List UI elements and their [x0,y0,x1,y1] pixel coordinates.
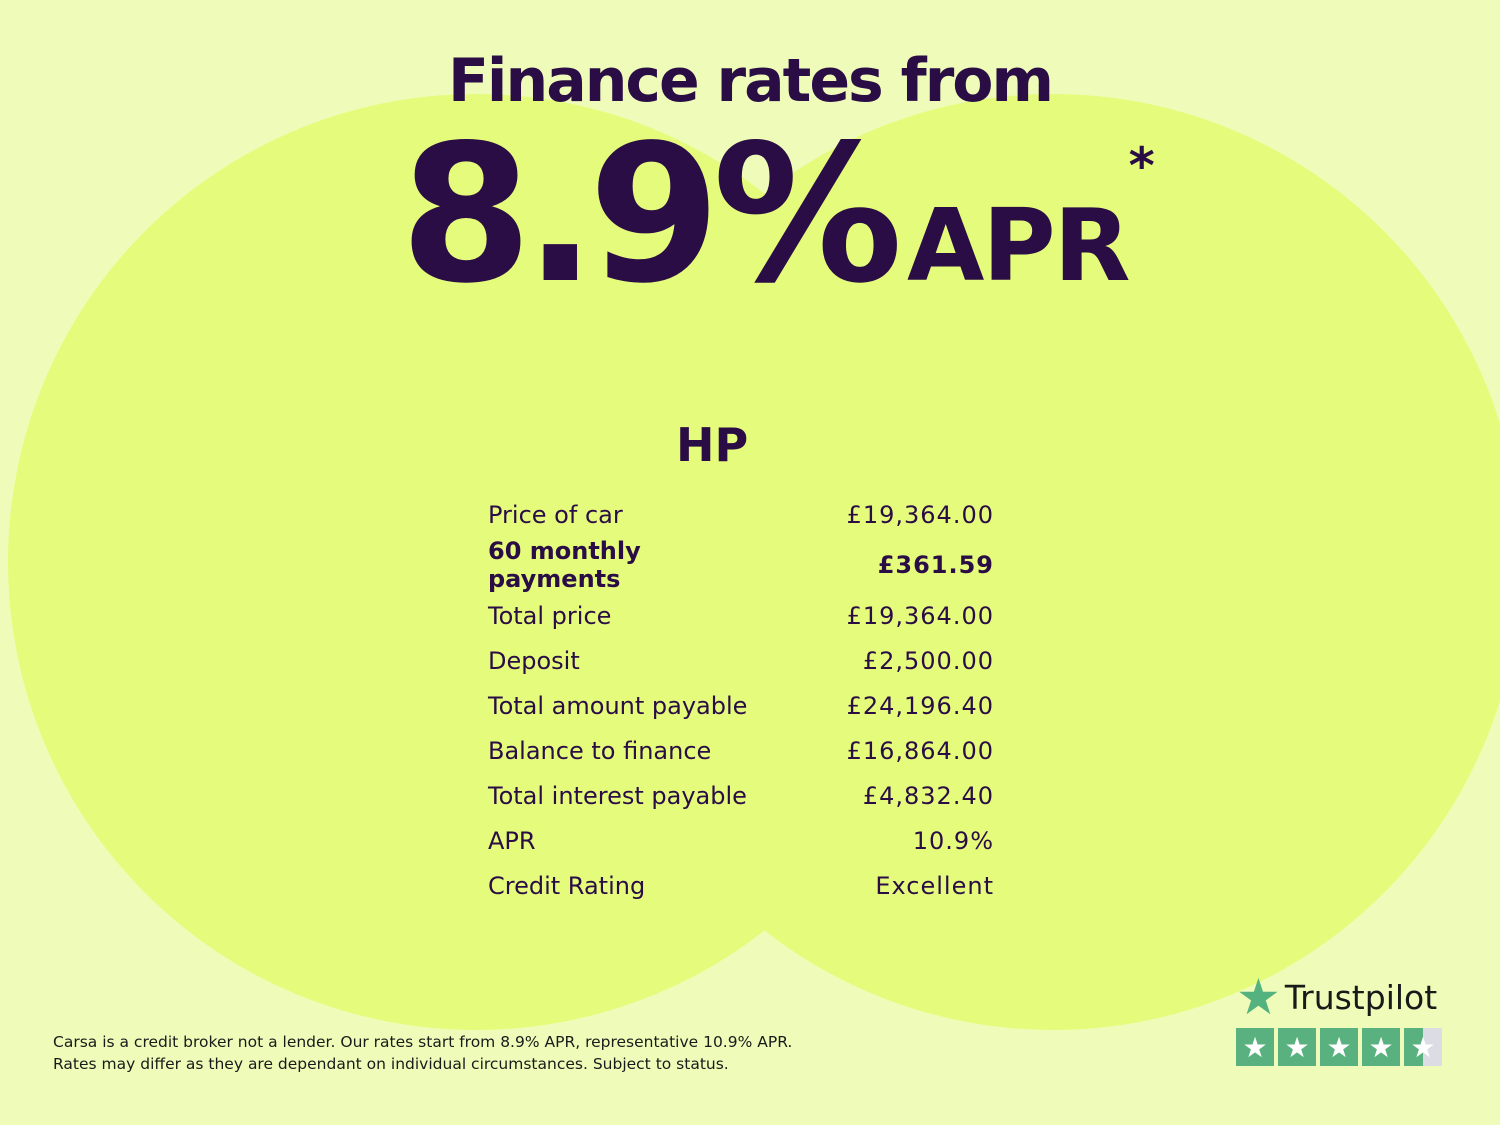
table-row: 60 monthly payments £361.59 [480,537,1002,593]
table-row: Total interest payable £4,832.40 [480,773,1002,818]
rating-star-icon: ★ [1404,1028,1442,1066]
rating-star-icon: ★ [1320,1028,1358,1066]
row-label: Total amount payable [488,691,748,720]
trustpilot-badge: ★ Trustpilot ★ ★ ★ ★ ★ [1236,972,1442,1066]
disclaimer-line-2: Rates may differ as they are dependant o… [53,1055,729,1073]
table-row: Deposit £2,500.00 [480,638,1002,683]
row-label: 60 monthly payments [488,537,641,593]
table-row: Balance to finance £16,864.00 [480,728,1002,773]
row-label: Deposit [488,646,580,675]
rate-display: 8.9% APR* [400,104,1155,325]
trustpilot-name: Trustpilot [1284,977,1438,1017]
rate-value: 8.9% [400,104,903,325]
rating-star-icon: ★ [1362,1028,1400,1066]
table-row: Credit Rating Excellent [480,863,1002,908]
footnote-mark: * [1128,137,1155,195]
rate-unit: APR* [906,137,1155,304]
row-label: Total interest payable [488,781,747,810]
trustpilot-rating: ★ ★ ★ ★ ★ [1236,1028,1442,1066]
table-row: Total amount payable £24,196.40 [480,683,1002,728]
disclaimer-line-1: Carsa is a credit broker not a lender. O… [53,1033,793,1051]
row-value: £2,500.00 [862,646,994,675]
row-label: Credit Rating [488,871,646,900]
table-row: Total price £19,364.00 [480,593,1002,638]
table-row: APR 10.9% [480,818,1002,863]
row-label: Total price [488,601,612,630]
row-label: Balance to finance [488,736,712,765]
rating-star-icon: ★ [1278,1028,1316,1066]
row-value: £19,364.00 [846,500,994,529]
row-value: £16,864.00 [846,736,994,765]
row-value: 10.9% [912,826,994,855]
row-value: Excellent [875,871,994,900]
disclaimer: Carsa is a credit broker not a lender. O… [53,1031,792,1075]
apr-label: APR [906,187,1131,304]
row-value: £24,196.40 [846,691,994,720]
row-value: £4,832.40 [862,781,994,810]
row-label: Price of car [488,500,623,529]
finance-table: Price of car £19,364.00 60 monthly payment… [480,492,1002,908]
background-circle-right [585,94,1500,1030]
product-title: HP [676,418,749,472]
headline: Finance rates from [447,46,1054,116]
row-value: £361.59 [877,551,994,579]
trustpilot-star-icon: ★ [1236,968,1281,1026]
rating-star-icon: ★ [1236,1028,1274,1066]
row-value: £19,364.00 [846,601,994,630]
row-label: APR [488,826,536,855]
table-row: Price of car £19,364.00 [480,492,1002,537]
